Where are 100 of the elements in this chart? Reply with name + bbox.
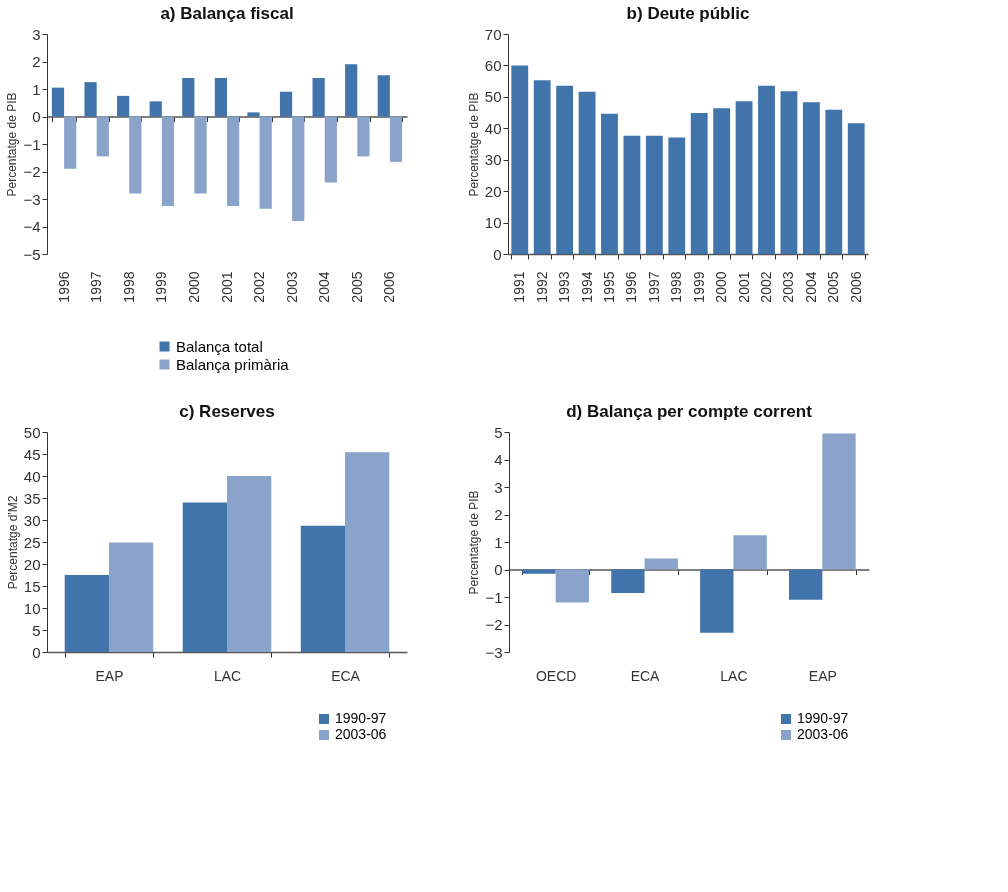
y-tick-label: 3 [494,478,503,496]
bar [522,569,556,574]
bar [292,116,305,221]
bar [789,569,823,600]
x-tick-label: OECD [535,667,577,684]
bar [227,476,272,652]
x-tick-label: 1995 [601,271,617,303]
y-tick-label: 20 [484,182,502,200]
x-tick-label: 2005 [825,271,842,303]
x-tick-label: 2000 [185,271,202,303]
x-tick-label: 2001 [218,271,235,303]
x-tick-label: 2006 [847,271,864,303]
y-tick-label: 10 [484,214,502,232]
bar [84,82,97,117]
bar [300,525,346,652]
bar [377,75,390,117]
x-tick-label: ECA [630,667,661,684]
bar [780,91,798,254]
y-tick-label: 60 [484,56,502,74]
bar [802,102,820,254]
bar [259,116,272,209]
y-tick-label: 40 [484,119,502,137]
bar [533,80,551,254]
x-tick-label: 1991 [511,271,528,303]
chart-title: c) Reserves [179,402,275,421]
y-tick-label: −2 [23,163,41,180]
bar [623,135,641,254]
y-axis-title: Percentatge de PIB [466,92,481,197]
y-tick-label: 20 [23,555,41,573]
y-axis-title: Percentatge de PIB [467,490,482,595]
bar [64,575,109,652]
bar [389,116,403,162]
bar [690,112,708,254]
bar [758,85,775,254]
bar [668,137,686,254]
bar [108,542,154,652]
x-tick-label: 2004 [316,271,333,303]
x-tick-label: EAP [95,667,124,684]
bar [149,101,162,117]
bar [182,502,227,652]
y-tick-label: 2 [32,53,41,70]
y-tick-label: 30 [484,151,502,169]
y-tick-label: 15 [23,577,41,595]
bar [555,569,589,603]
y-tick-label: 0 [32,643,41,661]
bar [713,108,731,254]
legend-label: Balança total [176,337,263,355]
legend-label: 2003-06 [797,726,849,742]
x-tick-label: EAP [808,667,837,684]
x-tick-label: 2006 [381,271,398,303]
bar [324,116,337,183]
bar [96,116,109,157]
x-tick-label: 2005 [348,271,365,303]
y-tick-label: 1 [32,80,41,98]
y-tick-label: 1 [494,533,503,551]
x-tick-label: 2001 [735,271,752,303]
bar [645,135,663,254]
x-tick-label: 2004 [802,271,819,303]
y-tick-label: 10 [23,599,41,617]
legend-label: Balança primària [176,355,290,373]
bar [644,558,678,570]
legend-label: 1990-97 [335,710,387,726]
bar [279,91,293,117]
bar [357,116,370,157]
bar [578,91,596,254]
x-tick-label: 2003 [780,271,797,303]
bar [129,116,142,194]
bar [227,116,240,206]
bar [161,116,175,206]
x-tick-label: 1999 [690,271,707,303]
y-tick-label: −1 [485,588,503,606]
x-tick-label: 1997 [88,271,105,303]
bar [700,569,734,633]
y-tick-label: 3 [32,25,41,43]
x-tick-label: 1999 [153,271,170,303]
x-tick-label: 1996 [623,271,640,303]
bar [847,123,865,254]
y-tick-label: −3 [23,190,41,208]
y-tick-label: 25 [23,533,41,551]
x-tick-label: 1994 [578,271,595,303]
y-axis-title: Percentatge de PIB [5,92,20,197]
x-tick-label: 2003 [283,271,300,303]
bar [312,78,325,117]
bar [733,535,767,570]
x-tick-label: 2002 [251,271,268,303]
x-tick-label: LAC [720,667,748,684]
chart-title: a) Balança fiscal [160,4,294,23]
x-tick-label: 1998 [120,271,137,303]
y-tick-label: 5 [32,621,41,639]
chart-title: b) Deute públic [626,4,750,23]
y-tick-label: 2 [494,506,503,523]
y-tick-label: 50 [484,88,502,106]
y-tick-label: −3 [485,643,503,661]
y-axis-title: Percentatge d'M2 [5,495,20,590]
bar [64,116,77,169]
y-tick-label: −1 [23,135,41,153]
bar [51,87,65,117]
x-tick-label: 2000 [713,271,730,303]
y-tick-label: 35 [23,489,41,507]
x-tick-label: 1992 [533,271,550,303]
